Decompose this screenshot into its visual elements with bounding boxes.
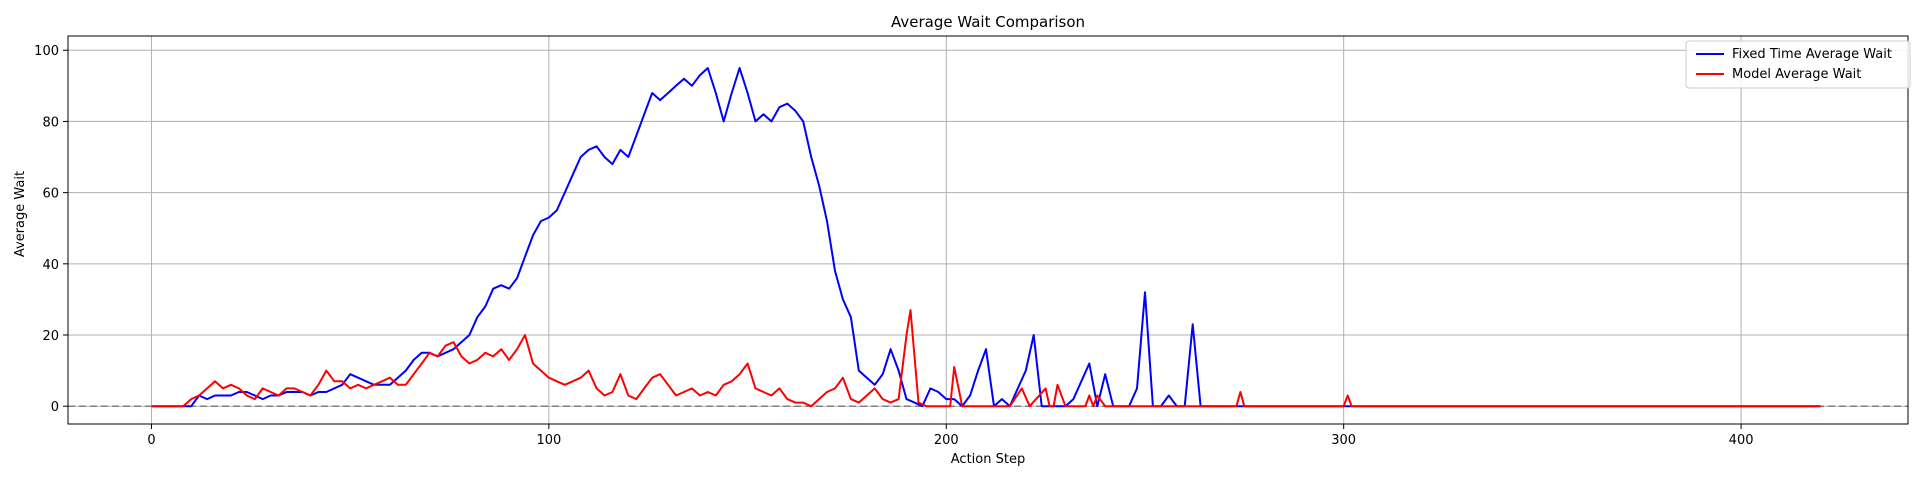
chart-title: Average Wait Comparison <box>891 13 1085 31</box>
x-tick-label: 0 <box>147 433 155 448</box>
y-tick-label: 100 <box>34 44 59 59</box>
x-tick-label: 300 <box>1331 433 1356 448</box>
series-line-model <box>151 309 1821 408</box>
legend-label-model: Model Average Wait <box>1732 67 1861 82</box>
x-tick-label: 400 <box>1729 433 1754 448</box>
legend: Fixed Time Average Wait Model Average Wa… <box>1685 40 1911 89</box>
y-tick-label: 0 <box>51 400 59 415</box>
y-tick-label: 20 <box>42 329 59 344</box>
x-tick-label: 100 <box>536 433 561 448</box>
y-axis-title: Average Wait <box>13 171 28 257</box>
series-layer <box>151 67 1821 408</box>
tick-layer: 0 100 200 300 400 0 20 40 60 80 100 <box>34 44 1753 448</box>
legend-label-fixed: Fixed Time Average Wait <box>1732 47 1892 62</box>
x-axis-title: Action Step <box>951 452 1025 467</box>
y-tick-label: 40 <box>42 258 59 273</box>
plot-frame <box>67 35 1909 425</box>
x-tick-label: 200 <box>934 433 959 448</box>
y-tick-label: 80 <box>42 115 59 130</box>
legend-box <box>1685 40 1911 89</box>
series-line-fixed-time <box>151 67 1821 408</box>
y-tick-label: 60 <box>42 187 59 202</box>
